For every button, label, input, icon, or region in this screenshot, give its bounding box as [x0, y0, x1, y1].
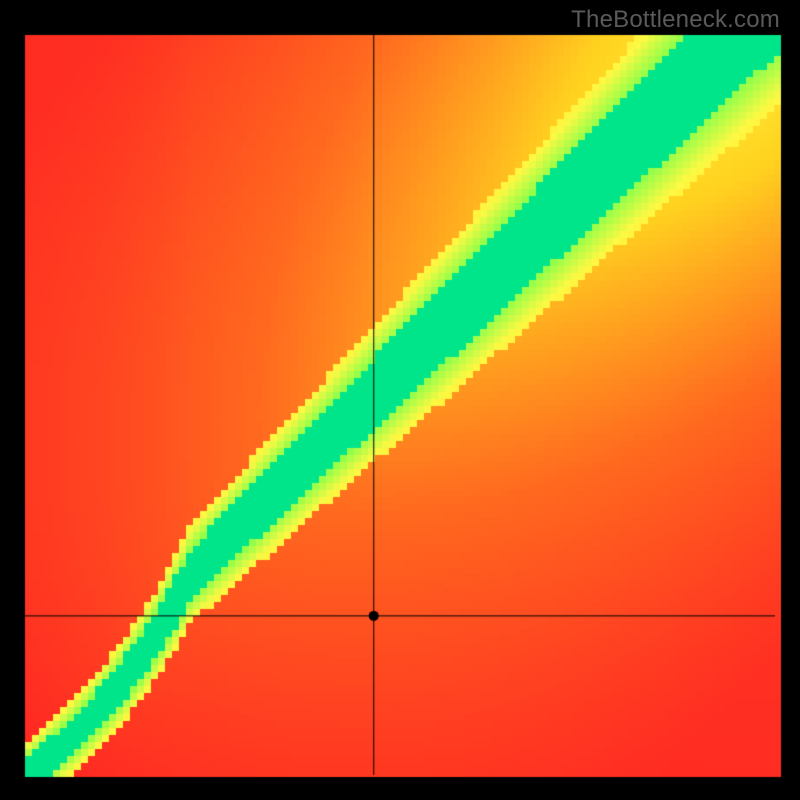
- watermark-text: TheBottleneck.com: [571, 6, 780, 34]
- chart-container: TheBottleneck.com: [0, 0, 800, 800]
- bottleneck-heatmap: [0, 0, 800, 800]
